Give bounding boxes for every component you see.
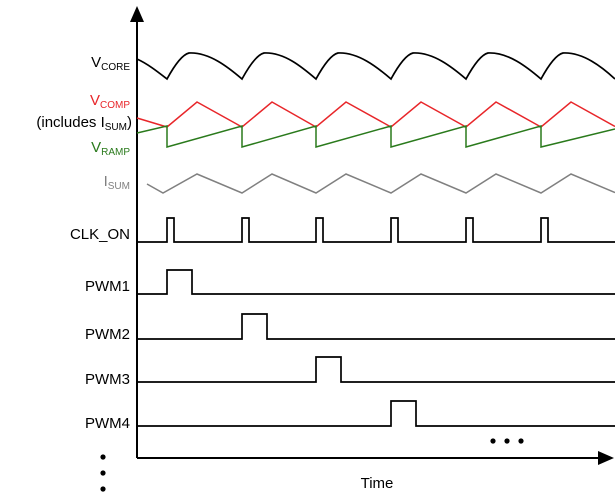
vramp-label: VRAMP	[91, 139, 130, 158]
vcore-waveform	[136, 52, 615, 81]
vramp-waveform	[136, 125, 615, 148]
x-axis-arrow	[598, 451, 614, 465]
x-axis-label: Time	[361, 475, 394, 492]
waveforms	[136, 52, 615, 427]
pwm3-waveform	[137, 356, 615, 383]
clk-on-label: CLK_ON	[70, 226, 130, 243]
pwm3-label: PWM3	[85, 371, 130, 388]
pwm2-label: PWM2	[85, 326, 130, 343]
clk-on-waveform	[137, 217, 615, 243]
pwm1-label: PWM1	[85, 278, 130, 295]
axes	[130, 6, 614, 465]
ellipsis-vertical-icon	[100, 454, 106, 492]
pwm1-waveform	[137, 269, 615, 295]
includes-isum-label: (includes ISUM)	[36, 114, 132, 133]
vcomp-label: VCOMP	[90, 92, 130, 111]
isum-label: ISUM	[104, 173, 130, 192]
y-axis-arrow	[130, 6, 144, 22]
pwm4-label: PWM4	[85, 415, 130, 432]
isum-waveform	[146, 173, 615, 194]
ellipsis-horizontal-icon	[490, 438, 524, 444]
pwm2-waveform	[137, 313, 615, 340]
vcore-label: VCORE	[91, 54, 130, 73]
vcomp-waveform	[136, 101, 615, 128]
pwm4-waveform	[137, 400, 615, 427]
